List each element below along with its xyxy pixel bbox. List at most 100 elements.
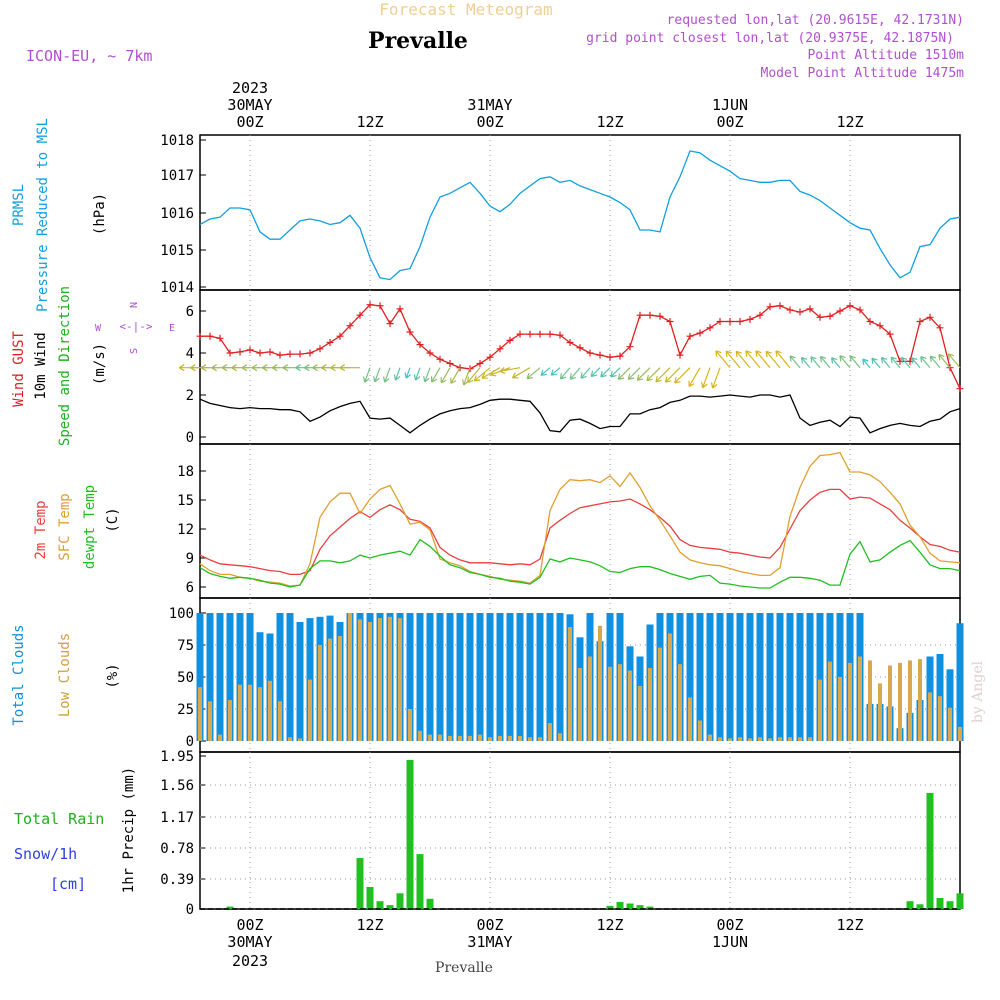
- low-cloud-bar: [568, 627, 572, 741]
- clouds-ytick-label: 0: [186, 734, 194, 750]
- total-cloud-bar: [476, 613, 484, 741]
- top-hour-label: 00Z: [716, 113, 743, 131]
- precipitation-ytick-label: 0.78: [160, 841, 194, 857]
- top-hour-label: 12Z: [836, 113, 863, 131]
- low-cloud-bar: [268, 680, 272, 741]
- total-cloud-bar: [206, 613, 214, 741]
- pressure-ytick-label: 1016: [160, 206, 194, 222]
- bottom-hour-label: 12Z: [836, 916, 863, 934]
- low-cloud-bar: [728, 738, 732, 741]
- total-cloud-bar: [296, 622, 304, 741]
- wind-arrow: [911, 357, 921, 369]
- low-cloud-bar: [948, 707, 952, 741]
- wind-arrow: [600, 367, 611, 378]
- low-cloud-bar: [338, 636, 342, 741]
- pressure-ytick-label: 1018: [160, 133, 194, 149]
- snow-unit-label: [cm]: [50, 875, 86, 893]
- gust-marker: [596, 351, 604, 359]
- gust-marker: [346, 322, 354, 330]
- pressure-ytick-label: 1014: [160, 280, 194, 296]
- low-cloud-bar: [518, 735, 522, 741]
- gust-marker: [336, 332, 344, 340]
- low-cloud-bar: [258, 687, 262, 741]
- gust-marker: [676, 351, 684, 359]
- gust-marker: [716, 318, 724, 325]
- gust-marker: [696, 329, 704, 337]
- low-cloud-bar: [428, 734, 432, 741]
- total-cloud-bar: [786, 613, 794, 741]
- gust-marker: [936, 324, 944, 332]
- wind-arrow: [636, 367, 651, 381]
- clouds-unit-label: (%): [105, 663, 121, 688]
- low-cloud-bar: [708, 734, 712, 741]
- low-cloud-bar: [618, 664, 622, 741]
- wind-direction-label: Speed and Direction: [57, 286, 73, 446]
- wind-arrow: [590, 367, 601, 378]
- bottom-hour-label: 00Z: [716, 916, 743, 934]
- wind-arrow: [373, 367, 381, 383]
- wind-arrow: [617, 367, 631, 380]
- wind-arrow: [947, 353, 961, 369]
- temperature-ytick-label: 9: [186, 551, 194, 567]
- wind-arrow: [789, 355, 801, 369]
- wind-arrow: [880, 356, 891, 369]
- low-cloud-bar: [688, 697, 692, 741]
- total-cloud-bar: [196, 613, 204, 741]
- low-cloud-bar: [868, 660, 872, 741]
- precipitation-ytick-label: 1.95: [160, 749, 194, 765]
- rain-bar: [386, 905, 394, 909]
- precipitation-panel: 1.95 1.56 1.17 0.78 0.39 0: [160, 749, 961, 918]
- gust-marker: [616, 352, 624, 360]
- clouds-ytick-label: 25: [177, 702, 194, 718]
- rain-bar: [956, 893, 964, 909]
- low-cloud-bar: [348, 613, 352, 741]
- plot-layer: 1018 1017 1016 1015 1014 6 4 2 0 18 15 12 9 6 100 75 50 2…: [160, 79, 964, 970]
- wind-arrow: [755, 350, 771, 369]
- location-title: Prevalle: [368, 28, 468, 54]
- bottom-hour-label: 00Z: [476, 916, 503, 934]
- gust-marker: [406, 328, 414, 336]
- clouds-ytick-label: 75: [177, 638, 194, 654]
- low-cloud-bar: [788, 737, 792, 741]
- wind-arrow: [890, 356, 901, 369]
- rain-bar: [906, 901, 914, 909]
- rain-bar: [916, 904, 924, 909]
- total-cloud-bar: [506, 613, 514, 741]
- credit-watermark: by Angel: [970, 660, 986, 723]
- low-cloud-bar: [808, 737, 812, 741]
- total-cloud-bar: [276, 613, 284, 741]
- low-cloud-bar: [388, 616, 392, 741]
- total-cloud-bar: [256, 632, 264, 741]
- gridpoint-coords: grid point closest lon,lat (20.9375E, 42…: [586, 31, 954, 46]
- gust-marker: [666, 318, 674, 325]
- wind-ytick-label: 6: [186, 304, 194, 320]
- gust-marker: [266, 348, 274, 356]
- low-cloud-bar: [898, 662, 902, 741]
- gust-marker: [396, 305, 404, 313]
- wind-arrow: [440, 367, 451, 384]
- wind-arrow: [871, 357, 881, 369]
- gust-marker: [216, 334, 224, 342]
- low-cloud-bar: [718, 737, 722, 741]
- low-cloud-bar: [488, 737, 492, 741]
- low-cloud-bar: [458, 735, 462, 741]
- wind-arrow: [735, 350, 751, 369]
- precip-unit-label: 1hr Precip (mm): [121, 767, 137, 893]
- gust-marker: [526, 330, 534, 338]
- wind-arrow: [664, 367, 681, 383]
- wind-arrow: [920, 356, 931, 369]
- gust-marker: [506, 336, 514, 344]
- low-cloud-bar: [248, 684, 252, 741]
- rain-bar: [606, 905, 614, 909]
- gust-markers: [197, 301, 964, 393]
- gust-marker: [886, 330, 894, 338]
- gust-marker: [586, 349, 594, 357]
- total-cloud-bar: [706, 613, 714, 741]
- gust-marker: [856, 306, 864, 314]
- wind-arrow: [775, 350, 791, 369]
- gust-marker: [566, 339, 574, 346]
- rain-bar: [356, 858, 364, 909]
- rain-bar: [426, 898, 434, 909]
